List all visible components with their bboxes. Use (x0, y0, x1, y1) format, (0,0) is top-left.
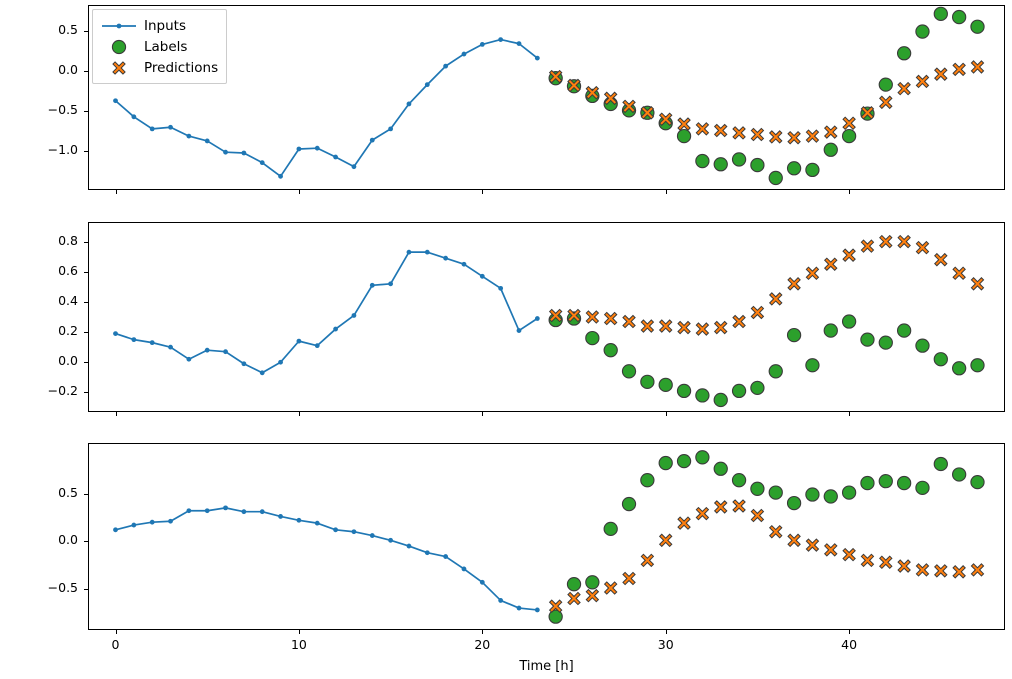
legend-marker-line-dot-icon (100, 16, 138, 36)
y-tick-mark (84, 588, 88, 591)
x-tick-mark (298, 630, 300, 634)
y-tick-label: 0.0 (58, 532, 78, 548)
y-tick-label: −1.0 (47, 142, 78, 158)
y-tick-mark (84, 70, 88, 73)
x-tick-mark (298, 412, 300, 416)
legend-item-inputs[interactable]: Inputs (100, 15, 218, 36)
y-tick-mark (84, 332, 88, 334)
y-tick-label: −0.5 (47, 579, 78, 595)
x-tick-mark (298, 190, 300, 194)
y-tick-label: −0.5 (47, 102, 78, 118)
y-tick-mark (84, 241, 88, 243)
x-tick-mark (482, 190, 484, 194)
legend-item-predictions[interactable]: Predictions (100, 57, 218, 78)
x-tick-mark (849, 412, 851, 416)
y-tick-mark (84, 493, 88, 495)
legend[interactable]: Inputs Labels Predictions (92, 9, 228, 84)
y-tick-mark (84, 362, 88, 364)
x-tick-label: 0 (111, 637, 120, 652)
x-tick-mark (849, 630, 851, 634)
y-tick-label: 0.4 (58, 292, 78, 308)
legend-label: Inputs (144, 17, 186, 34)
y-tick-mark (84, 541, 88, 543)
legend-marker-x-thick-icon (100, 58, 138, 78)
y-tick-label: 0.2 (58, 323, 78, 339)
y-tick-label: −0.2 (47, 383, 78, 399)
x-tick-mark (665, 190, 667, 194)
y-tick-label: 0.0 (58, 61, 78, 77)
x-tick-label: 10 (290, 637, 307, 652)
y-tick-label: 0.6 (58, 262, 78, 278)
y-tick-label: 0.5 (58, 484, 78, 500)
y-tick-mark (84, 151, 88, 153)
x-tick-label: 30 (657, 637, 674, 652)
x-tick-mark (482, 630, 484, 634)
legend-label: Labels (144, 38, 188, 55)
x-tick-mark (115, 190, 117, 194)
y-tick-mark (84, 392, 88, 394)
x-tick-mark (665, 412, 667, 416)
y-tick-mark (84, 301, 88, 303)
y-tick-mark (84, 271, 88, 273)
x-tick-label: 20 (474, 637, 491, 652)
legend-item-labels[interactable]: Labels (100, 36, 218, 57)
x-tick-mark (665, 630, 667, 634)
legend-label: Predictions (144, 59, 219, 76)
x-tick-mark (482, 412, 484, 416)
plot-panel-2 (88, 222, 1005, 412)
legend-marker-circle-icon (100, 37, 138, 57)
x-axis-label: Time [h] (519, 659, 574, 674)
y-tick-mark (84, 111, 88, 113)
x-tick-mark (115, 630, 117, 634)
y-tick-label: 0.8 (58, 232, 78, 248)
y-tick-mark (84, 30, 88, 32)
y-tick-label: 0.0 (58, 353, 78, 369)
plot-panel-3 (88, 443, 1005, 630)
x-tick-label: 40 (841, 637, 858, 652)
x-tick-mark (115, 412, 117, 416)
x-tick-mark (849, 190, 851, 194)
y-tick-label: 0.5 (58, 21, 78, 37)
